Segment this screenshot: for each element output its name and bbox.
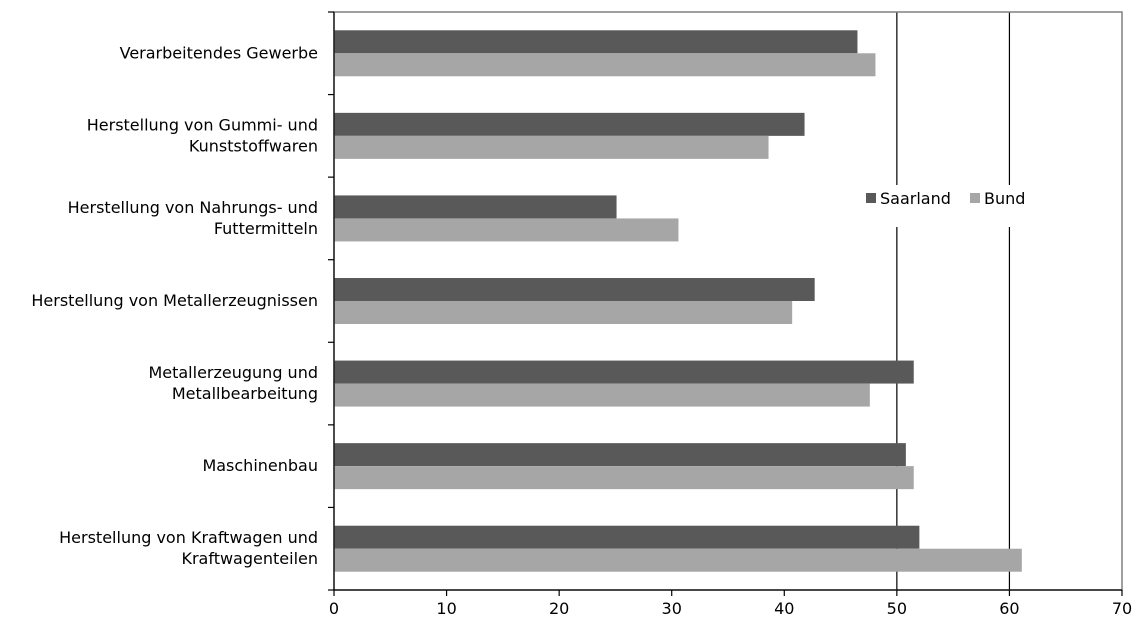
category-label: Herstellung von Nahrungs- und Futtermitte… [68,198,318,238]
x-tick-label: 10 [436,599,456,618]
bar-saarland-5 [334,443,906,467]
bar-bund-3 [334,301,793,324]
axes [328,11,1123,596]
category-label: Verarbeitendes Gewerbe [120,43,318,62]
category-label: Herstellung von Metallerzeugnissen [31,291,318,310]
bar-bund-1 [334,135,769,159]
x-tick-label: 60 [999,599,1019,618]
category-label: Maschinenbau [202,456,318,475]
x-tick-label: 50 [887,599,907,618]
bar-saarland-6 [334,525,920,549]
x-tick-label: 20 [549,599,569,618]
bar-saarland-0 [334,30,858,54]
x-tick-labels: 0 10 20 30 40 50 60 70 [329,599,1132,618]
bar-saarland-3 [334,278,815,301]
bars [334,30,1022,572]
x-tick-label: 0 [329,599,339,618]
bar-bund-6 [334,548,1022,572]
legend: Saarland Bund [856,185,1034,227]
gridlines [896,12,1011,590]
bar-bund-5 [334,466,914,490]
bar-bund-2 [334,218,679,242]
legend-swatch-bund [970,193,980,203]
category-label: Herstellung von Gummi- und Kunststoffware… [87,115,318,155]
legend-swatch-saarland [866,193,876,203]
bar-saarland-4 [334,360,914,384]
x-tick-label: 30 [662,599,682,618]
category-label: Metallerzeugung und Metallbearbeitung [148,363,318,403]
bar-saarland-1 [334,112,805,136]
x-tick-label: 40 [774,599,794,618]
legend-label-bund: Bund [984,189,1025,208]
legend-background [856,185,1034,227]
bar-bund-4 [334,383,870,407]
legend-label-saarland: Saarland [880,189,951,208]
x-tick-label: 70 [1112,599,1132,618]
category-labels: Verarbeitendes Gewerbe Herstellung von Gu… [31,43,318,568]
bar-bund-0 [334,53,876,77]
bar-saarland-2 [334,195,617,219]
category-label: Herstellung von Kraftwagen und Kraftwagen… [59,528,318,568]
